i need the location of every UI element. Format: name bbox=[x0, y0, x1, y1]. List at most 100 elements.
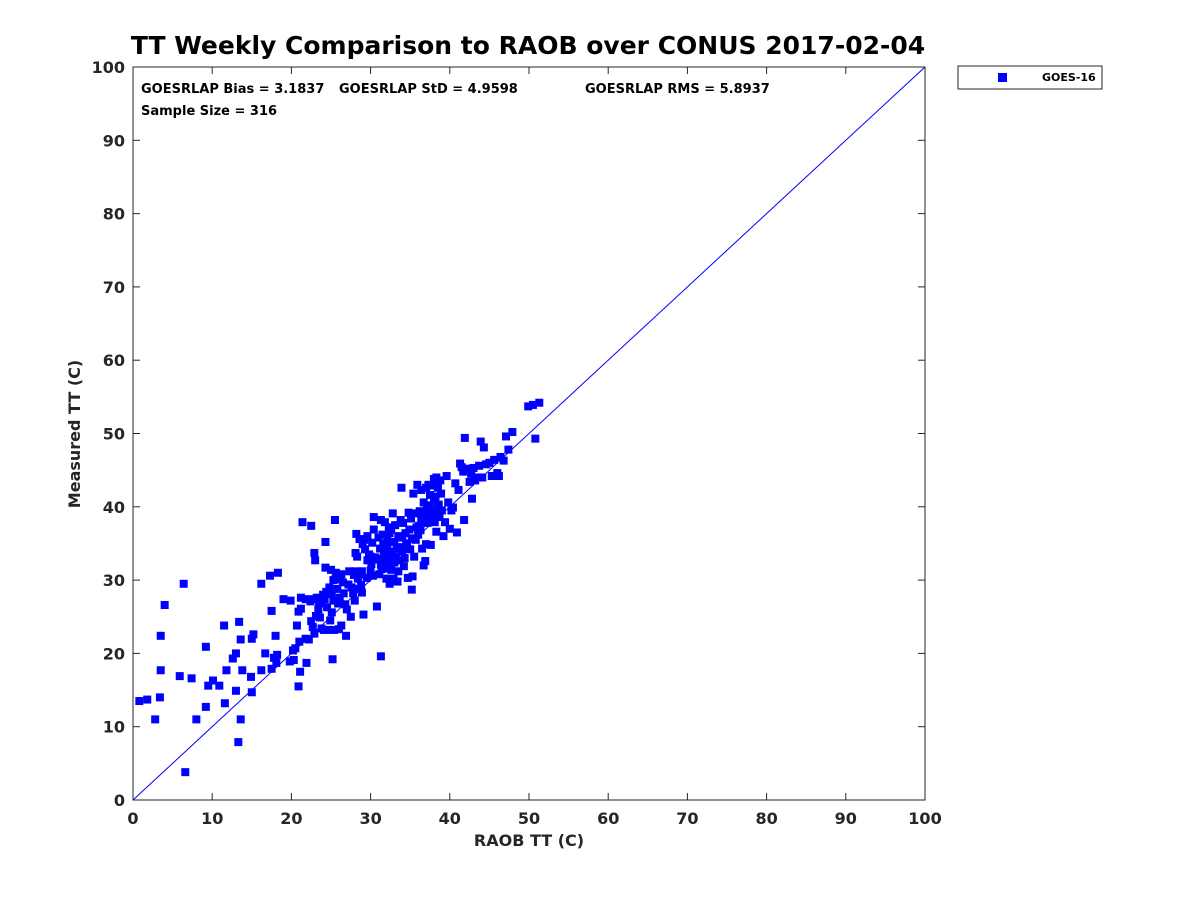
data-point bbox=[487, 472, 496, 481]
data-point bbox=[296, 593, 305, 602]
data-point bbox=[361, 545, 370, 554]
data-point bbox=[215, 681, 224, 690]
y-tick-label: 20 bbox=[103, 644, 125, 663]
data-point bbox=[329, 596, 338, 605]
data-point bbox=[366, 552, 375, 561]
y-tick-label: 100 bbox=[92, 58, 125, 77]
data-point bbox=[395, 556, 404, 565]
data-point bbox=[143, 695, 152, 704]
x-tick-label: 20 bbox=[280, 809, 302, 828]
data-point bbox=[403, 573, 412, 582]
data-point bbox=[376, 560, 385, 569]
data-point bbox=[376, 652, 385, 661]
data-point bbox=[160, 601, 169, 610]
data-point bbox=[462, 464, 471, 473]
data-point bbox=[418, 518, 427, 527]
data-point bbox=[408, 572, 417, 581]
data-point bbox=[535, 398, 544, 407]
data-point bbox=[329, 576, 338, 585]
x-tick-label: 60 bbox=[597, 809, 619, 828]
data-point bbox=[302, 658, 311, 667]
data-point bbox=[387, 525, 396, 534]
data-point bbox=[414, 530, 423, 539]
one-to-one-reference-line bbox=[132, 66, 926, 801]
x-tick-label: 70 bbox=[676, 809, 698, 828]
data-point bbox=[279, 595, 288, 604]
data-point bbox=[454, 485, 463, 494]
data-point bbox=[311, 556, 320, 565]
data-point bbox=[405, 525, 414, 534]
x-tick-label: 50 bbox=[518, 809, 540, 828]
data-point bbox=[273, 568, 282, 577]
data-point bbox=[220, 621, 229, 630]
data-point bbox=[391, 521, 400, 530]
data-point bbox=[307, 617, 316, 626]
data-point bbox=[347, 583, 356, 592]
y-axis-ticks: 0 10 20 30 40 50 60 70 80 90 100 bbox=[92, 58, 925, 810]
x-tick-label: 10 bbox=[201, 809, 223, 828]
data-point bbox=[236, 635, 245, 644]
data-point bbox=[390, 537, 399, 546]
data-point bbox=[208, 676, 217, 685]
data-point bbox=[465, 477, 474, 486]
data-point bbox=[385, 579, 394, 588]
x-tick-label: 0 bbox=[127, 809, 138, 828]
data-point bbox=[342, 631, 351, 640]
data-point bbox=[267, 664, 276, 673]
data-point bbox=[398, 533, 407, 542]
data-point bbox=[441, 518, 450, 527]
y-tick-label: 0 bbox=[114, 791, 125, 810]
y-tick-label: 60 bbox=[103, 351, 125, 370]
data-point bbox=[460, 433, 469, 442]
data-point bbox=[296, 667, 305, 676]
data-point bbox=[220, 699, 229, 708]
data-point bbox=[346, 612, 355, 621]
data-point bbox=[419, 561, 428, 570]
data-point bbox=[358, 540, 367, 549]
data-point bbox=[291, 644, 300, 653]
data-point bbox=[292, 621, 301, 630]
data-point bbox=[467, 469, 476, 478]
data-point bbox=[337, 621, 346, 630]
data-point bbox=[175, 672, 184, 681]
legend-square-marker bbox=[998, 73, 1007, 82]
data-point bbox=[289, 655, 298, 664]
data-point bbox=[235, 617, 244, 626]
data-point bbox=[400, 554, 409, 563]
x-axis-ticks: 0 10 20 30 40 50 60 70 80 90 100 bbox=[127, 67, 942, 828]
data-point bbox=[286, 596, 295, 605]
data-point bbox=[373, 555, 382, 564]
data-point bbox=[424, 480, 433, 489]
data-point bbox=[436, 476, 445, 485]
y-axis-label: Measured TT (C) bbox=[65, 360, 84, 508]
data-point bbox=[321, 537, 330, 546]
data-point bbox=[296, 604, 305, 613]
data-point bbox=[531, 434, 540, 443]
data-point bbox=[399, 518, 408, 527]
data-point bbox=[415, 507, 424, 516]
data-point bbox=[380, 545, 389, 554]
data-point bbox=[359, 610, 368, 619]
data-point bbox=[422, 540, 431, 549]
data-point bbox=[330, 625, 339, 634]
data-point bbox=[192, 715, 201, 724]
x-tick-label: 100 bbox=[908, 809, 941, 828]
data-point bbox=[499, 456, 508, 465]
data-point bbox=[357, 567, 366, 576]
data-point bbox=[228, 654, 237, 663]
data-point bbox=[261, 649, 270, 658]
data-point bbox=[467, 494, 476, 503]
data-point bbox=[304, 635, 313, 644]
data-point bbox=[419, 498, 428, 507]
data-point bbox=[156, 666, 165, 675]
data-point bbox=[325, 583, 334, 592]
data-point bbox=[352, 584, 361, 593]
data-point bbox=[272, 658, 281, 667]
data-point bbox=[407, 585, 416, 594]
data-point bbox=[353, 574, 362, 583]
data-point bbox=[413, 480, 422, 489]
data-point bbox=[502, 432, 511, 441]
y-tick-label: 30 bbox=[103, 571, 125, 590]
data-point bbox=[307, 521, 316, 530]
y-tick-label: 10 bbox=[103, 718, 125, 737]
